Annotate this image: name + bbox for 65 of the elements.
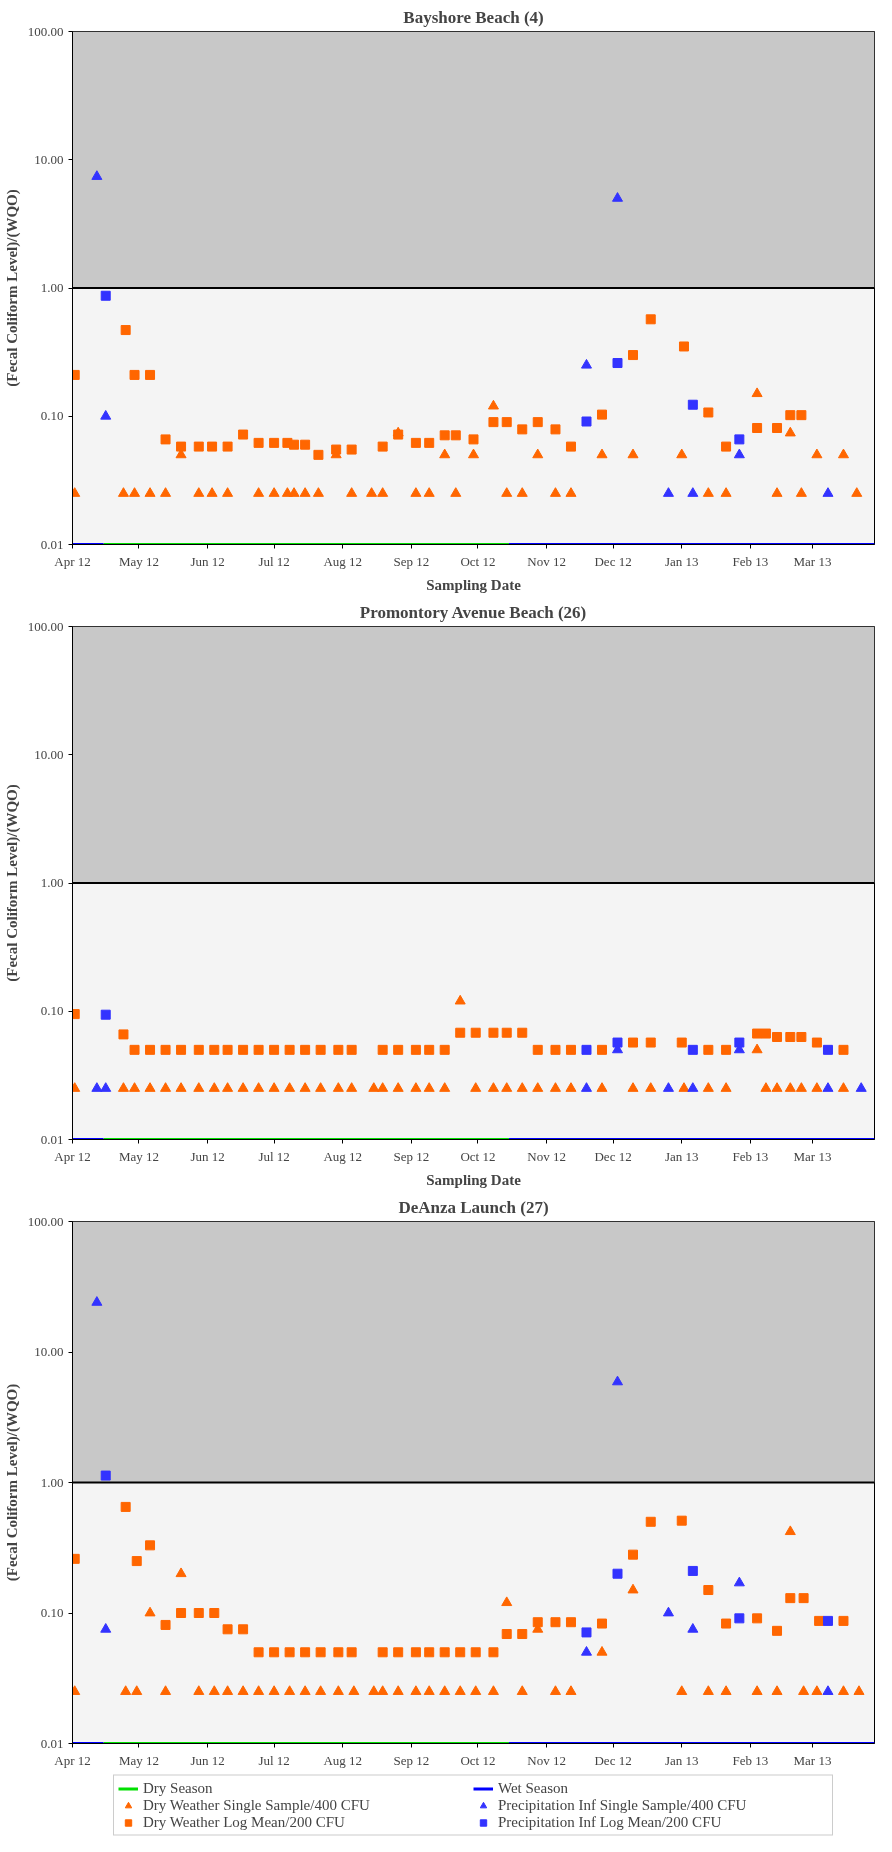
x-tick-label: Feb 13	[732, 1148, 769, 1164]
x-tick-label: Jun 12	[190, 1752, 225, 1768]
x-tick-label: Oct 12	[460, 1752, 496, 1768]
x-tick-label: May 12	[118, 553, 160, 569]
x-tick-label: Jul 12	[258, 1148, 290, 1164]
x-tick-label: Sep 12	[393, 1752, 430, 1768]
x-tick-label: Apr 12	[54, 1148, 91, 1164]
x-tick-label: Jul 12	[258, 1752, 290, 1768]
y-tick-label: 0.01	[40, 1131, 64, 1147]
x-tick-label: Mar 13	[793, 1148, 832, 1164]
legend-label: Precipitation Inf Log Mean/200 CFU	[498, 1813, 723, 1831]
x-tick-label: Sep 12	[393, 1148, 430, 1164]
x-tick-label: Dec 12	[594, 553, 632, 569]
x-tick-label: Jun 12	[190, 1148, 225, 1164]
x-tick-label: Oct 12	[460, 553, 496, 569]
y-tick-label: 1.00	[40, 875, 64, 890]
y-tick-label: 0.01	[40, 536, 64, 552]
legend-label: Precipitation Inf Single Sample/400 CFU	[498, 1796, 748, 1814]
legend-label: Dry Weather Single Sample/400 CFU	[143, 1796, 371, 1814]
x-tick-label: Feb 13	[732, 553, 769, 569]
x-tick-label: Nov 12	[527, 553, 566, 569]
legend-label: Wet Season	[498, 1779, 570, 1797]
legend-label: Dry Weather Log Mean/200 CFU	[143, 1813, 346, 1831]
x-tick-label: Jan 13	[664, 553, 699, 569]
y-axis-title: (Fecal Coliform Level)/(WQO)	[3, 784, 21, 982]
x-tick-label: May 12	[118, 1752, 160, 1768]
x-tick-label: Feb 13	[732, 1752, 769, 1768]
x-tick-label: Mar 13	[793, 1752, 832, 1768]
chart-title: DeAnza Launch (27)	[398, 1197, 549, 1217]
x-tick-label: Aug 12	[323, 553, 363, 569]
x-tick-label: Oct 12	[460, 1148, 496, 1164]
y-tick-label: 10.00	[34, 1344, 64, 1359]
x-tick-label: Mar 13	[793, 553, 832, 569]
y-tick-label: 0.10	[40, 1003, 64, 1019]
y-tick-label: 0.10	[40, 408, 64, 424]
y-tick-label: 0.01	[40, 1735, 64, 1751]
x-tick-label: Dec 12	[594, 1752, 632, 1768]
y-tick-label: 10.00	[34, 151, 64, 167]
x-tick-label: Aug 12	[323, 1752, 363, 1768]
x-tick-label: Aug 12	[323, 1148, 363, 1164]
x-tick-label: Nov 12	[527, 1752, 566, 1768]
y-tick-label: 100.00	[27, 618, 64, 634]
y-tick-label: 0.10	[40, 1605, 64, 1620]
legend-label: Dry Season	[143, 1779, 214, 1797]
y-tick-label: 1.00	[40, 1474, 64, 1490]
x-tick-label: Jan 13	[664, 1752, 699, 1768]
x-tick-label: Jan 13	[664, 1148, 699, 1164]
x-tick-label: Apr 12	[54, 553, 91, 569]
x-tick-label: Jul 12	[258, 553, 290, 569]
x-axis-title: Sampling Date	[426, 576, 522, 593]
y-axis-title: (Fecal Coliform Level)/(WQO)	[3, 1383, 21, 1582]
x-tick-label: Dec 12	[594, 1148, 632, 1164]
x-tick-label: Apr 12	[54, 1752, 91, 1768]
y-tick-label: 100.00	[27, 23, 64, 39]
x-tick-label: Jun 12	[190, 553, 225, 569]
x-tick-label: May 12	[118, 1148, 160, 1164]
x-tick-label: Nov 12	[527, 1148, 566, 1164]
y-tick-label: 100.00	[27, 1213, 64, 1229]
x-axis-title: Sampling Date	[426, 1171, 522, 1188]
y-tick-label: 10.00	[34, 746, 64, 762]
x-tick-label: Sep 12	[393, 553, 430, 569]
y-axis-title: (Fecal Coliform Level)/(WQO)	[3, 189, 21, 387]
chart-title: Bayshore Beach (4)	[403, 7, 544, 27]
chart-title: Promontory Avenue Beach (26)	[359, 602, 587, 622]
y-tick-label: 1.00	[40, 280, 64, 295]
